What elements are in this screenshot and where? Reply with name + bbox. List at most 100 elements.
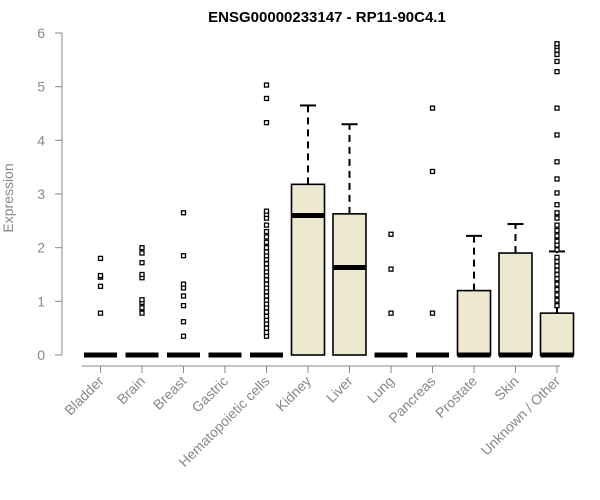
outlier-point bbox=[554, 58, 560, 65]
boxes-group bbox=[84, 41, 575, 358]
box-6 bbox=[332, 123, 367, 356]
outlier-point bbox=[97, 310, 104, 316]
outlier-point bbox=[263, 228, 270, 235]
outlier-point bbox=[139, 245, 145, 251]
outlier-point bbox=[388, 310, 394, 316]
outlier-point bbox=[263, 239, 270, 245]
y-tick-label: 6 bbox=[37, 25, 45, 41]
box-1 bbox=[125, 245, 159, 358]
outlier-point bbox=[554, 247, 560, 253]
outlier-point bbox=[263, 293, 270, 299]
outlier-point bbox=[263, 82, 270, 88]
outlier-point bbox=[263, 208, 270, 214]
outlier-point bbox=[139, 271, 145, 278]
y-tick-label: 3 bbox=[37, 186, 45, 202]
outlier-point bbox=[263, 249, 270, 255]
y-tick-label: 2 bbox=[37, 240, 45, 256]
y-tick-label: 1 bbox=[37, 293, 45, 309]
outlier-point bbox=[263, 222, 270, 228]
outlier-point bbox=[554, 238, 560, 244]
outlier-point bbox=[429, 168, 436, 175]
outlier-point bbox=[554, 222, 560, 228]
outlier-point bbox=[554, 51, 560, 58]
box-5 bbox=[290, 104, 326, 356]
y-tick-label: 4 bbox=[37, 132, 45, 148]
outlier-point bbox=[97, 283, 104, 289]
outlier-point bbox=[554, 302, 560, 309]
x-tick-label: Lung bbox=[364, 373, 397, 406]
y-ticks-group: 0 1 2 3 4 5 6 bbox=[37, 25, 62, 363]
outlier-point bbox=[263, 245, 270, 251]
outlier-point bbox=[263, 281, 270, 287]
box-body bbox=[456, 289, 492, 356]
box-body bbox=[498, 252, 533, 356]
outlier-point bbox=[180, 293, 187, 299]
outlier-point bbox=[263, 325, 270, 331]
outlier-point bbox=[263, 297, 270, 303]
box-body bbox=[290, 183, 326, 356]
outlier-point bbox=[139, 305, 145, 311]
box-body bbox=[332, 213, 367, 356]
outlier-point bbox=[180, 333, 187, 339]
outlier-point bbox=[554, 254, 560, 260]
outlier-point bbox=[554, 297, 560, 303]
outlier-point bbox=[139, 250, 145, 256]
x-tick-label: Prostate bbox=[432, 373, 480, 421]
outlier-point bbox=[554, 267, 560, 273]
outlier-point bbox=[180, 281, 187, 287]
x-tick-label: Skin bbox=[491, 373, 522, 404]
outlier-point bbox=[180, 302, 187, 309]
outlier-point bbox=[180, 210, 187, 216]
box-11 bbox=[539, 41, 575, 358]
outlier-point bbox=[139, 297, 145, 303]
outlier-point bbox=[554, 276, 560, 282]
outlier-point bbox=[554, 258, 560, 265]
outlier-point bbox=[263, 309, 270, 315]
outlier-point bbox=[554, 176, 560, 182]
y-axis-label: Expression bbox=[0, 163, 16, 232]
box-4 bbox=[250, 82, 283, 358]
outlier-point bbox=[388, 231, 394, 237]
outlier-point bbox=[554, 105, 560, 111]
outlier-point bbox=[97, 255, 104, 262]
outlier-point bbox=[139, 310, 145, 316]
box-8 bbox=[416, 105, 449, 358]
outlier-point bbox=[263, 277, 270, 283]
x-tick-label: Liver bbox=[323, 373, 356, 406]
outlier-point bbox=[429, 105, 436, 111]
outlier-point bbox=[263, 95, 270, 102]
chart-title: ENSG00000233147 - RP11-90C4.1 bbox=[208, 9, 446, 26]
outlier-point bbox=[263, 119, 270, 126]
outlier-point bbox=[554, 68, 560, 75]
outlier-point bbox=[263, 329, 270, 336]
y-tick-label: 0 bbox=[37, 347, 45, 363]
outlier-point bbox=[554, 233, 560, 239]
outlier-point bbox=[554, 292, 560, 298]
outlier-point bbox=[554, 202, 560, 208]
outlier-point bbox=[263, 261, 270, 267]
y-tick-label: 5 bbox=[37, 79, 45, 95]
box-body bbox=[539, 312, 575, 356]
outlier-point bbox=[554, 190, 560, 196]
box-7 bbox=[374, 231, 408, 358]
x-tick-label: Brain bbox=[114, 373, 148, 407]
outlier-point bbox=[139, 260, 145, 266]
outlier-point bbox=[97, 272, 104, 279]
box-9 bbox=[456, 234, 492, 358]
outlier-point bbox=[554, 227, 560, 234]
outlier-point bbox=[263, 313, 270, 320]
box-0 bbox=[84, 255, 117, 358]
x-tick-label: Bladder bbox=[61, 373, 107, 419]
outlier-point bbox=[554, 41, 560, 47]
box-10 bbox=[498, 223, 533, 358]
x-tick-label: Unknown / Other bbox=[478, 373, 564, 459]
outlier-point bbox=[554, 286, 560, 293]
outlier-point bbox=[388, 266, 394, 272]
outlier-point bbox=[263, 234, 270, 240]
outlier-point bbox=[554, 263, 560, 269]
x-tick-label: Kidney bbox=[273, 373, 315, 415]
outlier-point bbox=[263, 265, 270, 271]
outlier-point bbox=[429, 310, 436, 316]
